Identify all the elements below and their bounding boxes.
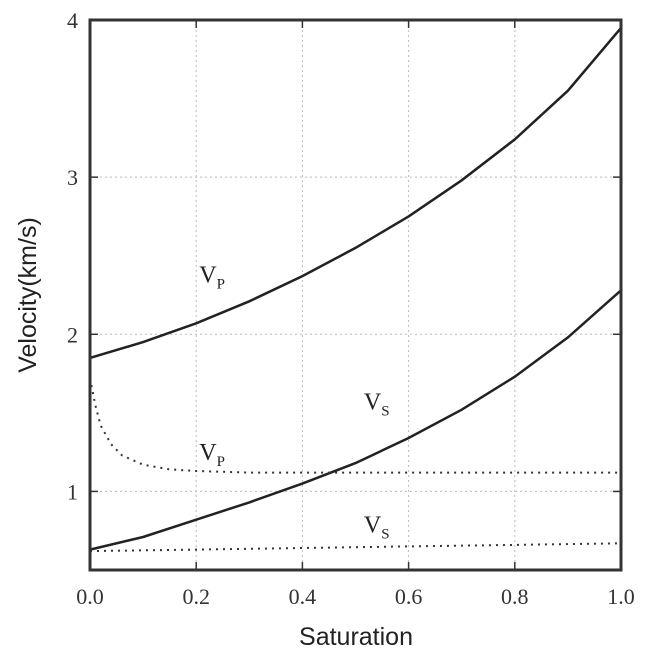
plot-frame (88, 18, 623, 572)
x-tick-label: 0.8 (501, 584, 529, 609)
vp-solid-label: VP (199, 262, 225, 292)
axis-ticks (89, 19, 622, 570)
x-axis-title: Saturation (299, 623, 413, 651)
x-tick-label: 0.0 (76, 584, 104, 609)
x-tick-labels: 0.0 0.2 0.4 0.6 0.8 1.0 (76, 584, 635, 609)
y-axis-title: Velocity(km/s) (14, 217, 42, 373)
y-tick-label: 3 (67, 165, 78, 190)
x-tick-label: 0.2 (182, 584, 210, 609)
y-tick-label: 2 (67, 322, 78, 347)
vp-solid-line (89, 27, 622, 360)
y-tick-label: 1 (67, 479, 78, 504)
vp-dotted-line (89, 378, 621, 474)
y-tick-label: 4 (67, 8, 78, 33)
vp-dotted-label: VP (199, 440, 225, 470)
x-tick-label: 1.0 (607, 584, 635, 609)
grid (90, 20, 621, 570)
series-lines (89, 27, 622, 553)
vs-solid-line (89, 289, 622, 551)
series-labels: VP VS VP VS (199, 262, 389, 542)
vs-dotted-label: VS (364, 512, 390, 542)
vs-dotted-line (89, 542, 622, 553)
vs-solid-label: VS (364, 390, 390, 420)
y-tick-labels: 1 2 3 4 (67, 8, 78, 504)
x-tick-label: 0.4 (289, 584, 317, 609)
x-tick-label: 0.6 (395, 584, 423, 609)
